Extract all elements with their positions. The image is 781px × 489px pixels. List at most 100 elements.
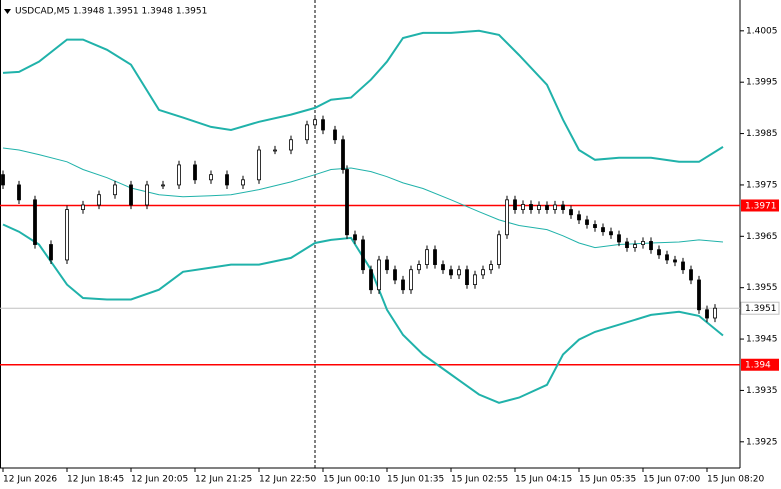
candle-body xyxy=(521,204,525,210)
candle-body xyxy=(193,164,197,181)
candle-body xyxy=(697,279,701,311)
candle-body xyxy=(385,259,389,271)
candle-body xyxy=(713,307,717,319)
candle-body xyxy=(81,204,85,210)
candle-body xyxy=(393,269,397,281)
menu-arrow[interactable] xyxy=(4,9,11,14)
y-tick-label: 1.3935 xyxy=(746,386,778,396)
candle-body xyxy=(593,224,597,228)
candle-body xyxy=(209,174,213,181)
candle-body xyxy=(333,129,337,141)
candle-body xyxy=(465,269,469,286)
candle-body xyxy=(305,124,309,141)
candle-body xyxy=(241,179,245,186)
candle-body xyxy=(673,259,677,263)
candle-body xyxy=(313,119,317,126)
candle-body xyxy=(481,269,485,276)
y-tick-label: 1.3955 xyxy=(746,283,778,293)
candle-body xyxy=(537,205,541,210)
y-tick-label: 1.4005 xyxy=(746,26,778,36)
x-tick-label: 15 Jun 00:10 xyxy=(323,475,380,485)
candle-body xyxy=(577,214,581,221)
x-tick-label: 15 Jun 07:00 xyxy=(643,475,700,485)
candle-body xyxy=(341,139,345,170)
candle-body xyxy=(225,174,229,186)
candle-body xyxy=(497,234,501,265)
x-tick-label: 15 Jun 02:55 xyxy=(451,475,508,485)
candle-body xyxy=(529,204,533,210)
candle-body xyxy=(449,269,453,276)
candle-body xyxy=(257,149,261,181)
candle-body xyxy=(369,269,373,291)
x-tick-label: 12 Jun 2026 xyxy=(3,475,57,485)
y-tick-label: 1.3975 xyxy=(746,180,778,190)
candle-body xyxy=(409,269,413,291)
current-price-box xyxy=(740,301,780,315)
candle-body xyxy=(649,241,653,251)
level-label-box xyxy=(741,358,779,371)
x-tick-label: 12 Jun 20:05 xyxy=(131,475,188,485)
candle-body xyxy=(513,199,517,210)
candle-body xyxy=(113,184,117,196)
candle-body xyxy=(401,279,405,291)
candle-body xyxy=(65,209,69,261)
candle-body xyxy=(273,149,277,152)
x-tick-label: 12 Jun 21:25 xyxy=(195,475,252,485)
candle-body xyxy=(489,264,493,271)
candle-body xyxy=(665,254,669,261)
candle-body xyxy=(289,139,293,151)
candle-body xyxy=(585,219,589,225)
candle-body xyxy=(97,194,101,206)
candle-body xyxy=(633,244,637,249)
level-label: 1.394 xyxy=(745,361,771,371)
candle-body xyxy=(161,184,165,187)
y-tick-label: 1.3925 xyxy=(746,437,778,447)
candle-body xyxy=(617,234,621,243)
x-tick-label: 12 Jun 18:45 xyxy=(67,475,124,485)
y-tick-label: 1.3985 xyxy=(746,129,778,139)
candle-body xyxy=(641,241,645,245)
level-label: 1.3971 xyxy=(745,201,777,211)
candle-body xyxy=(689,269,693,281)
candle-body xyxy=(345,169,349,236)
candle-body xyxy=(441,264,445,271)
candle-body xyxy=(681,261,685,271)
x-tick-label: 12 Jun 22:50 xyxy=(259,475,316,485)
candle-body xyxy=(561,204,565,210)
level-label-box xyxy=(741,199,779,212)
candle-body xyxy=(417,264,421,271)
x-tick-label: 15 Jun 05:35 xyxy=(579,475,636,485)
y-tick-label: 1.3945 xyxy=(746,335,778,345)
y-tick-label: 1.3965 xyxy=(746,232,778,242)
candle-body xyxy=(177,164,181,186)
candle-body xyxy=(569,209,573,216)
chart-title: USDCAD,M5 1.3948 1.3951 1.3948 1.3951 xyxy=(15,7,207,17)
x-tick-label: 15 Jun 08:20 xyxy=(707,475,764,485)
candle-body xyxy=(457,269,461,276)
current-price-label: 1.3951 xyxy=(745,304,777,314)
candle-body xyxy=(601,227,605,233)
candle-body xyxy=(353,234,357,241)
candle-body xyxy=(473,274,477,286)
candle-body xyxy=(625,241,629,249)
band-upper xyxy=(2,29,724,163)
candle-body xyxy=(49,244,53,261)
candle-body xyxy=(33,199,37,245)
candle-body xyxy=(1,174,5,186)
candle-body xyxy=(145,184,149,206)
candle-body xyxy=(433,249,437,265)
candle-body xyxy=(545,205,549,210)
candle-body xyxy=(609,231,613,236)
y-tick-label: 1.3995 xyxy=(746,78,778,88)
candle-body xyxy=(377,259,381,291)
candle-body xyxy=(17,184,21,201)
candle-body xyxy=(321,119,325,131)
candle-body xyxy=(657,249,661,256)
x-tick-label: 15 Jun 04:15 xyxy=(515,475,572,485)
candle-body xyxy=(361,239,365,271)
candle-body xyxy=(505,199,509,236)
x-tick-label: 15 Jun 01:35 xyxy=(387,475,444,485)
candle-body xyxy=(705,309,709,319)
